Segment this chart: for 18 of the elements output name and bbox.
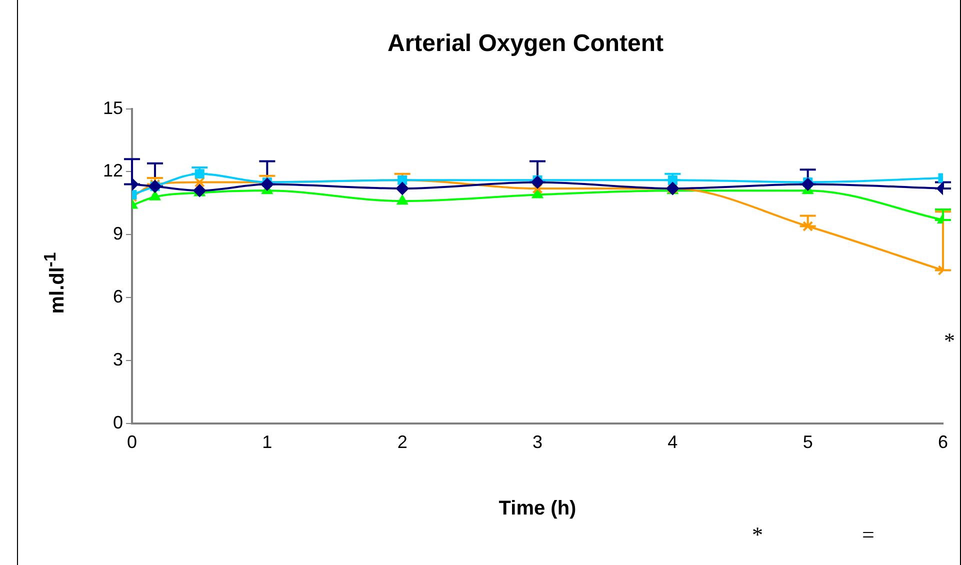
y-tick-label: 12 (102, 160, 124, 181)
text: * (944, 328, 955, 354)
y-tick-label: 15 (102, 98, 124, 118)
x-tick-label: 5 (802, 432, 813, 452)
x-axis-title: Time (h) (498, 498, 576, 520)
x-tick-label: 2 (397, 432, 408, 452)
x-tick-label: 0 (127, 432, 138, 452)
x-tick-label: 4 (668, 432, 678, 452)
chart-title: Arterial Oxygen Content (387, 30, 664, 58)
text: = (862, 522, 874, 548)
text: * (752, 522, 763, 548)
x-tick-label: 3 (532, 432, 543, 452)
y-tick-label: 9 (113, 224, 124, 244)
y-tick-label: 6 (113, 286, 124, 307)
x-tick-label: 1 (262, 432, 272, 452)
y-tick-label: 0 (113, 412, 124, 432)
x-tick-label: 6 (938, 432, 948, 452)
y-tick-label: 3 (113, 349, 124, 370)
